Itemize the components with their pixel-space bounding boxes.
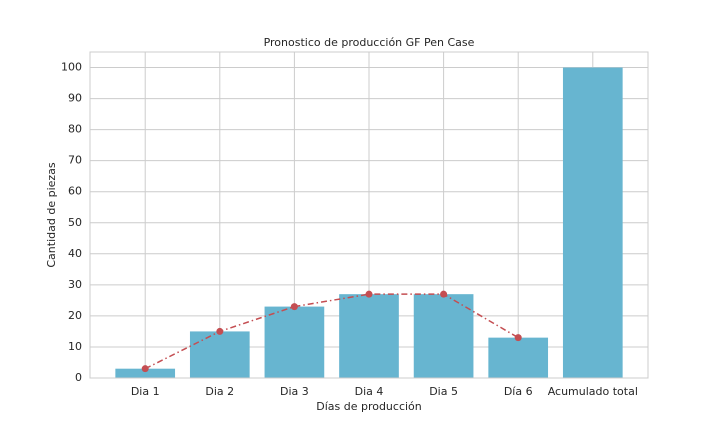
bar	[189, 331, 250, 378]
x-axis-label: Días de producción	[316, 400, 422, 413]
y-tick-label: 20	[68, 309, 82, 322]
x-tick-label: Dia 5	[429, 385, 458, 398]
x-tick-label: Dia 4	[355, 385, 384, 398]
bar	[339, 294, 399, 378]
y-tick-label: 100	[61, 61, 82, 74]
line-marker	[141, 365, 149, 373]
bar	[264, 306, 325, 378]
x-tick-label: Dia 2	[205, 385, 234, 398]
plot-frame	[89, 51, 649, 379]
y-tick-label: 40	[68, 247, 82, 260]
bar	[115, 368, 176, 378]
x-tick-label: Dia 3	[280, 385, 309, 398]
y-tick-label: 80	[68, 123, 82, 136]
y-tick-label: 60	[68, 185, 82, 198]
chart-title: Pronostico de producción GF Pen Case	[264, 36, 475, 49]
line-marker	[216, 327, 224, 335]
bar	[413, 294, 474, 378]
y-tick-label: 70	[68, 154, 82, 167]
bar	[488, 337, 549, 378]
y-tick-label: 10	[68, 340, 82, 353]
x-tick-label: Dia 1	[131, 385, 160, 398]
y-tick-label: 50	[68, 216, 82, 229]
y-tick-label: 0	[75, 371, 82, 384]
line-marker	[365, 290, 373, 298]
x-tick-label: Día 6	[504, 385, 533, 398]
line-marker	[290, 303, 298, 311]
x-tick-label: Acumulado total	[548, 385, 638, 398]
line-marker	[440, 290, 448, 298]
line	[144, 293, 519, 370]
line-marker	[514, 334, 522, 342]
bar	[562, 67, 623, 379]
y-tick-label: 30	[68, 278, 82, 291]
y-axis-label: Cantidad de piezas	[45, 162, 58, 268]
y-tick-label: 90	[68, 92, 82, 105]
